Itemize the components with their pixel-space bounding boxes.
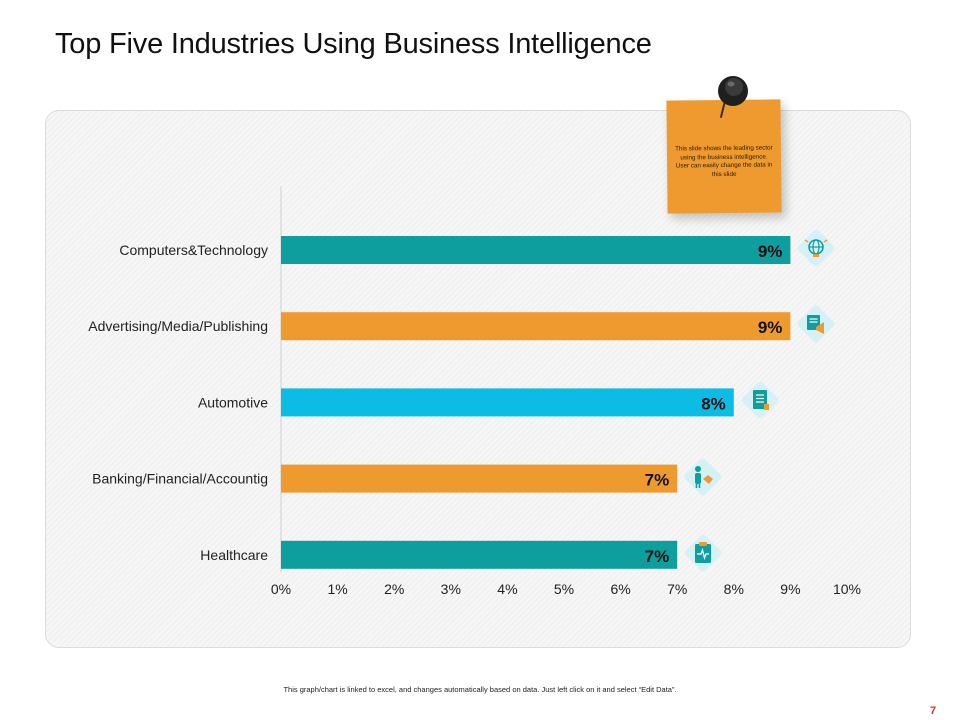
x-tick-label-3: 3% [441,581,461,597]
x-tick-label-8: 8% [724,581,744,597]
businessman-handshake-icon [683,456,723,497]
x-tick-label-5: 5% [554,581,574,597]
x-tick-label-9: 9% [780,581,800,597]
x-tick-label-10: 10% [833,581,861,597]
x-tick-label-6: 6% [610,581,630,597]
sticky-note-text: This slide shows the leading sector usin… [675,144,773,178]
category-label-4: Healthcare [200,547,268,563]
document-icon [739,380,780,421]
data-label-2: 8% [701,394,726,413]
category-label-3: Banking/Financial/Accountig [92,471,268,487]
data-label-0: 9% [758,242,783,261]
bar-3 [281,464,678,493]
bar-0 [281,236,791,264]
medical-clipboard-icon [683,532,723,573]
x-tick-label-1: 1% [327,581,347,597]
bar-1 [281,312,791,341]
data-label-3: 7% [645,471,670,490]
x-tick-label-4: 4% [497,581,517,597]
x-tick-label-2: 2% [384,581,404,597]
data-label-1: 9% [758,318,783,337]
bar-4 [281,540,678,569]
category-label-2: Automotive [198,394,268,410]
push-pin-icon [718,76,748,118]
megaphone-document-icon [796,304,837,344]
x-tick-label-0: 0% [271,581,291,597]
x-tick-label-7: 7% [667,581,687,597]
category-label-0: Computers&Technology [119,242,268,258]
data-label-4: 7% [645,547,670,566]
category-label-1: Advertising/Media/Publishing [88,318,268,334]
page-number: 7 [930,705,937,717]
slide-title: Top Five Industries Using Business Intel… [55,28,652,60]
footer-note: This graph/chart is linked to excel, and… [283,685,677,694]
globe-bulb-icon [796,228,837,268]
bar-2 [281,388,734,417]
